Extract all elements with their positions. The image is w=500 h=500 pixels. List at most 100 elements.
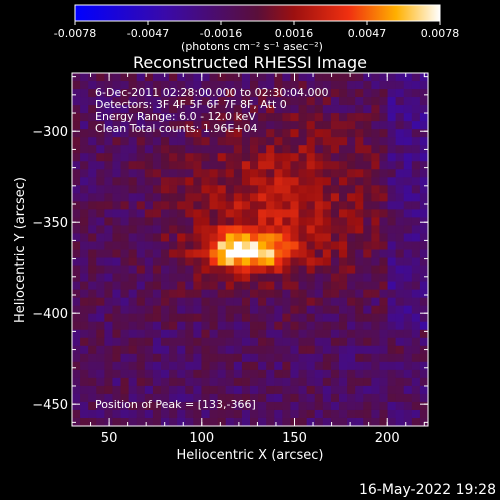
heatmap-cell	[419, 281, 429, 291]
heatmap-cell	[419, 225, 429, 235]
heatmap-cell	[379, 377, 389, 387]
heatmap-cell	[144, 273, 154, 283]
heatmap-cell	[177, 289, 186, 299]
heatmap-cell	[298, 217, 308, 227]
heatmap-cell	[152, 233, 162, 243]
heatmap-cell	[363, 193, 372, 202]
heatmap-cell	[363, 409, 372, 419]
heatmap-cell	[250, 281, 259, 291]
heatmap-cell	[136, 409, 146, 419]
heatmap-cell	[266, 241, 275, 251]
heatmap-cell	[411, 353, 421, 363]
heatmap-cell	[403, 265, 413, 275]
heatmap-cell	[233, 361, 243, 371]
heatmap-cell	[72, 105, 81, 114]
heatmap-cell	[209, 153, 219, 162]
heatmap-cell	[314, 89, 324, 98]
heatmap-cell	[209, 185, 219, 194]
heatmap-cell	[266, 233, 275, 243]
heatmap-cell	[201, 281, 211, 291]
heatmap-cell	[80, 105, 89, 114]
heatmap-cell	[379, 97, 389, 106]
heatmap-cell	[104, 105, 114, 114]
heatmap-cell	[306, 81, 316, 90]
heatmap-cell	[274, 217, 283, 227]
heatmap-cell	[185, 81, 194, 90]
heatmap-cell	[387, 305, 397, 315]
heatmap-cell	[314, 217, 324, 227]
heatmap-cell	[347, 417, 356, 427]
heatmap-cell	[209, 377, 219, 387]
heatmap-cell	[144, 177, 154, 186]
heatmap-cell	[266, 329, 275, 339]
heatmap-cell	[185, 265, 194, 275]
heatmap-cell	[193, 345, 203, 355]
heatmap-cell	[104, 377, 114, 387]
heatmap-cell	[395, 209, 405, 219]
heatmap-cell	[298, 177, 308, 186]
heatmap-cell	[395, 129, 405, 138]
heatmap-cell	[322, 377, 332, 387]
heatmap-cell	[347, 257, 356, 267]
heatmap-cell	[80, 225, 89, 235]
heatmap-cell	[161, 225, 170, 235]
heatmap-cell	[233, 241, 243, 251]
heatmap-cell	[282, 217, 292, 227]
heatmap-cell	[128, 313, 138, 323]
heatmap-cell	[371, 257, 381, 267]
heatmap-cell	[225, 337, 235, 347]
heatmap-cell	[306, 241, 316, 251]
heatmap-cell	[403, 305, 413, 315]
heatmap-cell	[395, 257, 405, 267]
heatmap-cell	[363, 417, 372, 427]
heatmap-cell	[233, 169, 243, 178]
heatmap-cell	[120, 297, 130, 307]
heatmap-cell	[266, 289, 275, 299]
heatmap-cell	[201, 289, 211, 299]
heatmap-cell	[363, 249, 372, 259]
heatmap-cell	[225, 81, 235, 90]
heatmap-cell	[144, 281, 154, 291]
heatmap-cell	[177, 281, 186, 291]
heatmap-cell	[363, 81, 372, 90]
heatmap-cell	[274, 409, 283, 419]
heatmap-cell	[104, 385, 114, 395]
heatmap-cell	[363, 137, 372, 146]
heatmap-cell	[314, 257, 324, 267]
heatmap-cell	[225, 169, 235, 178]
heatmap-cell	[72, 345, 81, 355]
heatmap-cell	[250, 257, 259, 267]
heatmap-cell	[225, 249, 235, 259]
heatmap-cell	[282, 137, 292, 146]
heatmap-cell	[290, 393, 300, 403]
heatmap-cell	[395, 385, 405, 395]
heatmap-cell	[347, 81, 356, 90]
heatmap-cell	[209, 409, 219, 419]
heatmap-cell	[387, 417, 397, 427]
heatmap-cell	[282, 329, 292, 339]
heatmap-cell	[217, 89, 227, 98]
heatmap-cell	[363, 145, 372, 154]
heatmap-cell	[290, 281, 300, 291]
heatmap-cell	[104, 89, 114, 98]
heatmap-cell	[96, 257, 105, 267]
heatmap-cell	[72, 313, 81, 323]
heatmap-cell	[169, 81, 178, 90]
heatmap-cell	[266, 409, 275, 419]
heatmap-cell	[104, 113, 114, 122]
heatmap-cell	[339, 401, 348, 411]
heatmap-cell	[177, 201, 186, 210]
heatmap-cell	[330, 345, 340, 355]
heatmap-cell	[419, 321, 429, 331]
heatmap-cell	[387, 393, 397, 403]
heatmap-cell	[314, 281, 324, 291]
heatmap-cell	[322, 393, 332, 403]
heatmap-cell	[290, 265, 300, 275]
heatmap-cell	[314, 145, 324, 154]
heatmap-cell	[225, 161, 235, 170]
heatmap-cell	[185, 129, 194, 138]
heatmap-cell	[225, 241, 235, 251]
heatmap-cell	[185, 145, 194, 154]
heatmap-cell	[282, 393, 292, 403]
heatmap-cell	[282, 105, 292, 114]
